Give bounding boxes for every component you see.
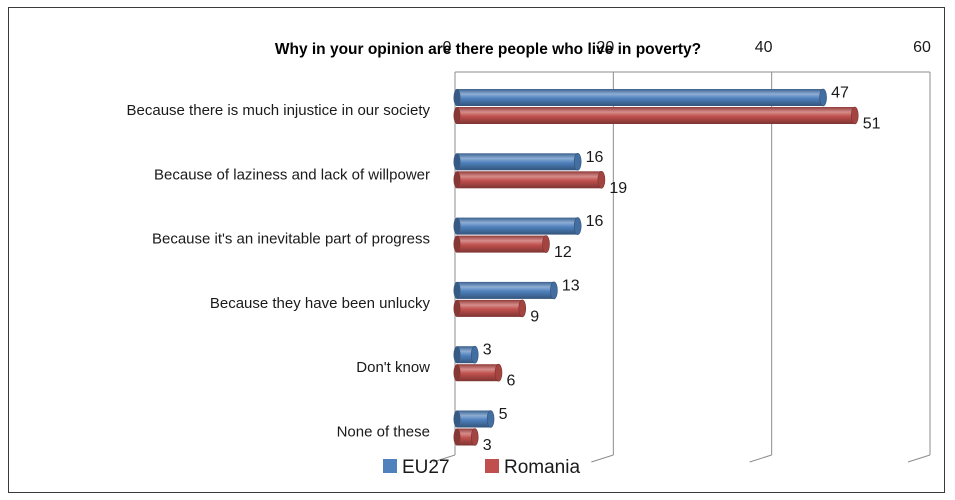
category-label: None of these (337, 424, 430, 441)
bar-cap (518, 299, 527, 318)
bar-cap (494, 363, 503, 382)
category-label: Don't know (356, 359, 430, 376)
legend-swatch (383, 459, 397, 473)
bar-cap (819, 88, 827, 107)
bar-eu27 (457, 410, 491, 428)
x-tick-label: 20 (596, 39, 614, 56)
bar-base (453, 410, 461, 428)
category-label: Because there is much injustice in our s… (127, 102, 431, 119)
category-label: Because they have been unlucky (210, 295, 431, 312)
category-label: Because of laziness and lack of willpowe… (154, 166, 430, 183)
bar-base (453, 153, 461, 171)
bar-cap (542, 235, 550, 253)
data-label: 5 (499, 406, 508, 423)
bar-romania (457, 171, 602, 189)
plot-area: 0 20 40 60 Because there is much injustice i… (127, 39, 931, 463)
data-label: 3 (483, 342, 492, 359)
data-label: 12 (554, 244, 572, 261)
bar-base (453, 217, 461, 235)
bar-base (453, 89, 461, 106)
data-label: 3 (483, 437, 492, 454)
bar-eu27 (457, 153, 578, 171)
bar-base (453, 281, 461, 299)
bar-cap (470, 428, 479, 446)
data-label: 47 (831, 85, 849, 102)
bar-cap (573, 217, 582, 235)
bar-eu27 (457, 89, 824, 106)
gridline-floor (591, 454, 614, 463)
bar-base (453, 346, 461, 364)
bar-base (453, 235, 461, 253)
bar-romania (457, 235, 546, 253)
bar-base (453, 364, 461, 382)
bar-base (453, 428, 461, 446)
x-tick-label: 0 (443, 39, 452, 56)
gridline-floor (749, 454, 772, 463)
bar-romania (457, 107, 855, 124)
x-tick-label: 40 (755, 39, 773, 56)
legend: EU27 Romania (383, 457, 580, 478)
data-label: 16 (586, 149, 604, 166)
bar-cap (850, 106, 859, 125)
bar-cap (597, 171, 606, 189)
data-label: 16 (586, 213, 604, 230)
bar-eu27 (457, 217, 578, 235)
bar-base (453, 107, 461, 124)
data-label: 6 (507, 373, 516, 390)
data-label: 19 (609, 180, 627, 197)
legend-swatch (485, 459, 499, 473)
bar-base (453, 171, 461, 189)
category-label: Because it's an inevitable part of progr… (152, 231, 430, 248)
bar-eu27 (457, 281, 554, 299)
bar-eu27 (457, 346, 475, 364)
chart-frame (8, 7, 945, 493)
bar-romania (457, 299, 523, 317)
bar-cap (486, 410, 495, 428)
bar-cap (470, 345, 479, 364)
data-label: 51 (863, 116, 881, 133)
gridline-floor (907, 454, 931, 463)
data-label: 13 (562, 277, 580, 294)
data-label: 9 (530, 308, 539, 325)
legend-label: Romania (504, 457, 580, 478)
legend-label: EU27 (402, 457, 450, 478)
x-tick-label: 60 (913, 39, 931, 56)
chart-title: Why in your opinion are there people who… (275, 41, 701, 58)
bar-romania (457, 364, 499, 382)
bar-romania (457, 428, 475, 446)
bar-cap (573, 153, 582, 171)
gridline-floor (432, 454, 456, 463)
bar-base (453, 299, 461, 317)
bar-cap (550, 281, 558, 300)
